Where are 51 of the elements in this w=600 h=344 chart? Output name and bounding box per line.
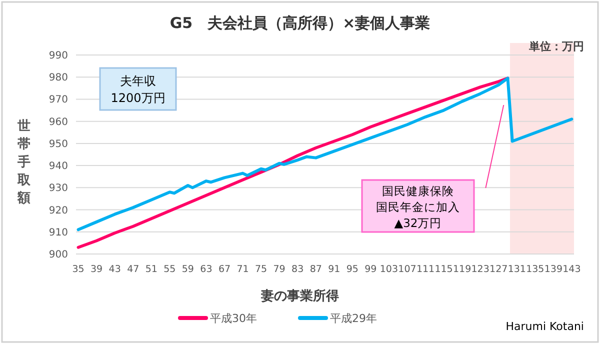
y-tick-label: 970 — [48, 94, 68, 106]
line-series — [76, 76, 510, 249]
y-tick-label: 930 — [48, 183, 68, 194]
x-tick-label: 47 — [127, 264, 140, 275]
x-tick-label: 115 — [434, 264, 453, 275]
x-tick-label: 127 — [490, 264, 508, 275]
x-tick-label: 99 — [364, 264, 377, 275]
y-axis-title: 世帯手取額 — [16, 119, 32, 206]
x-tick-label: 71 — [236, 264, 249, 275]
line-series — [76, 76, 574, 232]
y-tick-label: 980 — [48, 72, 68, 84]
text: Harumi Kotani — [506, 320, 584, 333]
x-tick-label: 111 — [416, 264, 435, 275]
x-tick-label: 75 — [254, 264, 268, 275]
legend-label: 平成30年 — [210, 312, 257, 325]
x-tick-label: 51 — [145, 264, 158, 275]
x-tick-label: 87 — [310, 264, 322, 275]
annotation: 夫年収 1200万円 — [110, 74, 166, 105]
x-tick-label: 39 — [90, 264, 103, 275]
x-tick-label: 91 — [328, 264, 340, 275]
x-tick-label: 35 — [72, 264, 84, 275]
annotation: ▲32万円 — [394, 216, 442, 230]
y-tick-label: 940 — [48, 161, 68, 172]
y-tick-label: 910 — [48, 227, 68, 238]
x-tick-label: 107 — [398, 264, 416, 275]
x-tick-label: 139 — [544, 264, 563, 275]
x-tick-label: 79 — [273, 264, 286, 275]
x-tick-label: 103 — [380, 264, 398, 275]
chart-title: G5 夫会社員（高所得）×妻個人事業 — [170, 14, 430, 32]
x-tick-label: 43 — [108, 264, 121, 275]
annotation: 国民年金に加入 — [376, 200, 460, 214]
x-tick-label: 67 — [218, 264, 231, 275]
x-tick-label: 55 — [164, 264, 176, 275]
x-tick-label: 135 — [526, 264, 544, 275]
y-tick-label: 920 — [48, 205, 68, 216]
x-axis-title: 妻の事業所得 — [260, 288, 339, 304]
y-tick-label: 960 — [48, 116, 68, 128]
legend-label: 平成29年 — [330, 312, 377, 325]
annotation: 国民健康保険 — [382, 184, 454, 198]
y-tick-label: 990 — [48, 50, 68, 62]
y-tick-label: 950 — [48, 138, 68, 150]
x-tick-label: 95 — [346, 264, 358, 275]
x-tick-label: 59 — [182, 264, 194, 275]
x-tick-label: 63 — [200, 264, 212, 275]
x-tick-label: 123 — [471, 264, 490, 275]
x-tick-label: 131 — [508, 264, 526, 275]
text: 単位：万円 — [528, 40, 584, 53]
x-tick-label: 83 — [292, 264, 304, 275]
y-tick-label: 900 — [48, 250, 68, 260]
x-tick-label: 143 — [562, 264, 581, 275]
x-tick-label: 119 — [452, 264, 472, 275]
